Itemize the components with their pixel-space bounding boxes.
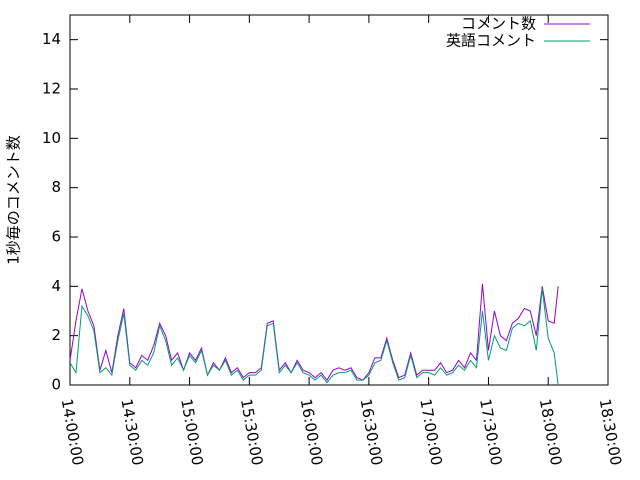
x-tick-label: 16:30:00 — [357, 397, 386, 466]
y-tick-label: 10 — [42, 129, 61, 147]
y-tick-label: 6 — [51, 228, 61, 246]
x-tick-label: 18:00:00 — [536, 397, 565, 466]
x-tick-label: 17:00:00 — [416, 397, 445, 466]
y-tick-label: 8 — [51, 178, 61, 196]
legend-label: コメント数 — [461, 15, 536, 33]
plot-border — [69, 14, 609, 386]
x-tick-label: 17:30:00 — [476, 397, 505, 466]
x-tick-label: 18:30:00 — [596, 397, 625, 466]
y-tick-label: 12 — [42, 80, 61, 98]
y-axis-label: 1秒毎のコメント数 — [5, 135, 23, 265]
y-tick-label: 2 — [51, 326, 61, 344]
x-tick-label: 15:30:00 — [237, 397, 266, 466]
data-line — [69, 288, 559, 386]
x-tick-label: 15:00:00 — [177, 397, 206, 466]
legend-label: 英語コメント — [446, 32, 536, 50]
x-tick-label: 14:30:00 — [117, 397, 146, 466]
y-tick-label: 0 — [51, 376, 61, 394]
y-tick-label: 4 — [51, 277, 61, 295]
data-line — [69, 283, 559, 381]
y-tick-label: 14 — [42, 30, 61, 48]
x-tick-label: 14:00:00 — [58, 397, 87, 466]
x-tick-label: 16:00:00 — [297, 397, 326, 466]
